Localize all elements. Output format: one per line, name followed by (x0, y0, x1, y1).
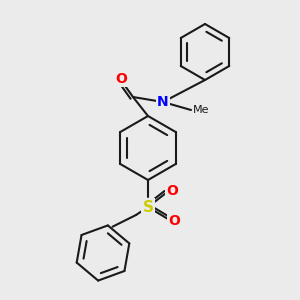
Text: N: N (157, 95, 169, 109)
Text: S: S (142, 200, 154, 214)
Text: O: O (115, 72, 127, 86)
Text: Me: Me (193, 105, 209, 115)
Text: O: O (168, 214, 180, 228)
Text: O: O (166, 184, 178, 198)
